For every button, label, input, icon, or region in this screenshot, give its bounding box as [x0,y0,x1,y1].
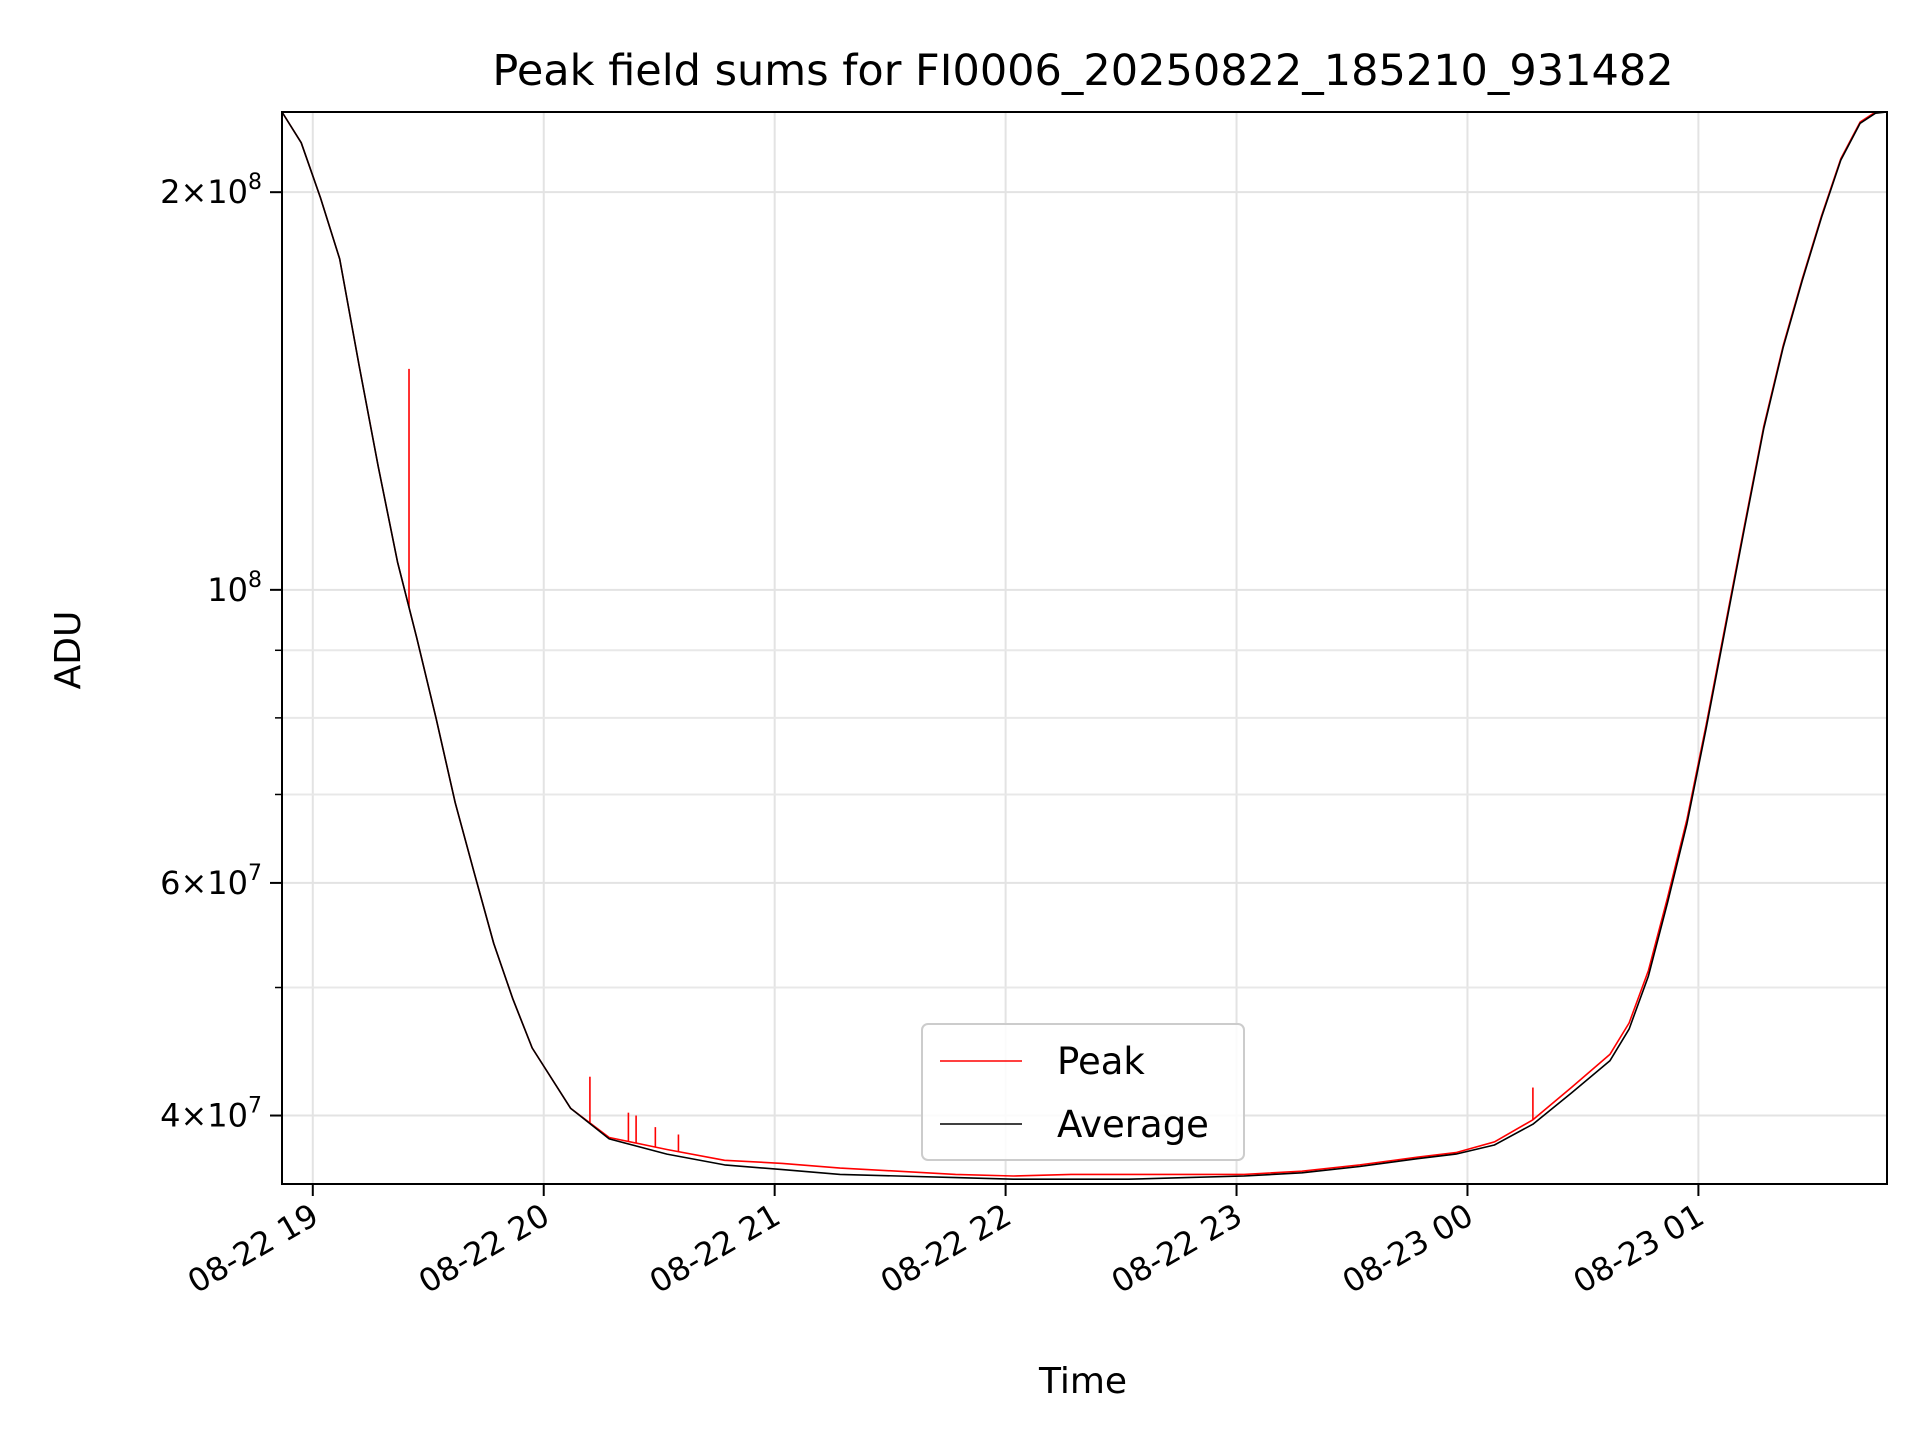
plot-frame [281,111,1888,1185]
plot-series [281,111,1888,1180]
series-line-average [281,111,1888,1180]
y-tick-label: 2×108 [160,170,262,211]
legend-label-peak: Peak [1057,1040,1145,1083]
y-tick-label: 4×107 [160,1094,262,1135]
y-axis-ticks: 4×107 6×107 108 2×108 [160,170,282,1135]
legend: Peak Average [921,1023,1245,1161]
y-axis-title: ADU [48,611,89,690]
legend-label-average: Average [1057,1103,1209,1146]
y-gridlines [282,191,1887,1117]
legend-box [921,1023,1245,1161]
y-tick-label: 108 [207,568,262,609]
y-tick-label: 6×107 [160,861,262,902]
x-gridlines [311,112,1700,1184]
chart-title: Peak field sums for FI0006_20250822_1852… [492,46,1673,96]
x-axis-title: Time [1038,1361,1127,1402]
